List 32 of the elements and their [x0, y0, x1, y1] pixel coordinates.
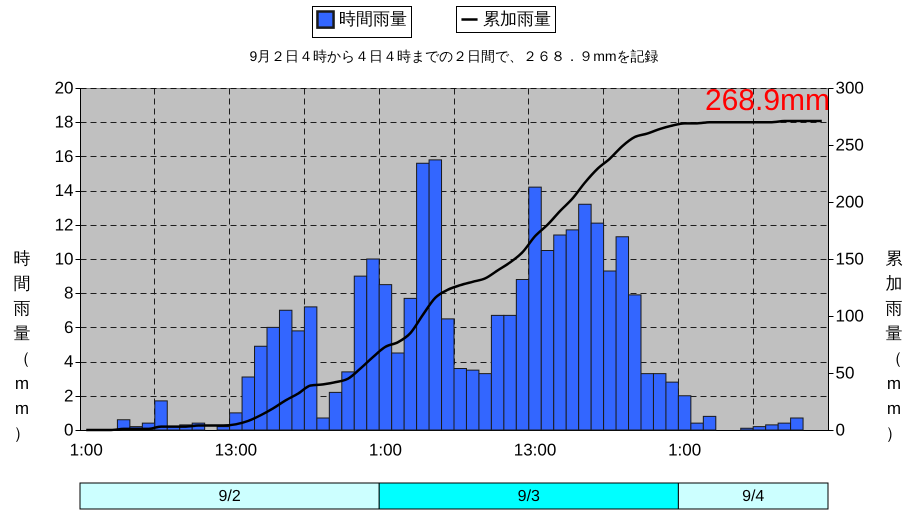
legend-label: 時間雨量 [339, 10, 407, 28]
y2-tick-label: 200 [836, 192, 864, 212]
y2-tick-label: 300 [836, 78, 864, 98]
y2-axis-title: 累加雨量（mm） [886, 249, 902, 443]
x-tick-label: 13:00 [514, 440, 556, 460]
y-tick-label: 12 [54, 215, 74, 234]
x-tick-label: 1:00 [70, 440, 103, 460]
y-tick-label: 0 [64, 420, 74, 440]
y-tick-label: 10 [54, 250, 74, 268]
y-tick-label: 4 [64, 352, 74, 372]
x-tick-label: 1:00 [368, 440, 402, 460]
y-tick-label: 2 [64, 386, 74, 406]
legend-label: 累加雨量 [483, 10, 551, 28]
y2-tick-label: 50 [836, 364, 854, 382]
y-tick-label: 18 [54, 112, 74, 132]
y2-tick-label: 0 [836, 420, 845, 440]
y-tick-label: 8 [64, 284, 74, 303]
y-tick-label: 16 [54, 146, 74, 166]
chart-title: 9月２日４時から４日４時までの２日間で、２６８．９mmを記録 [249, 48, 659, 64]
y-axis-title: 時間雨量（mm） [14, 249, 30, 443]
x-tick-label: 13:00 [214, 440, 258, 460]
annotation: 268.9mm [704, 84, 830, 117]
y2-tick-label: 250 [836, 136, 864, 154]
y-tick-label: 20 [54, 78, 74, 98]
text: 9/2 [218, 488, 241, 505]
y-tick-label: 6 [64, 318, 74, 337]
text: 9/4 [742, 488, 764, 505]
y-tick-label: 14 [54, 181, 74, 200]
y2-tick-label: 100 [836, 306, 864, 326]
y2-tick-label: 150 [836, 250, 864, 268]
text: 9/3 [518, 488, 540, 505]
x-tick-label: 1:00 [668, 440, 702, 460]
